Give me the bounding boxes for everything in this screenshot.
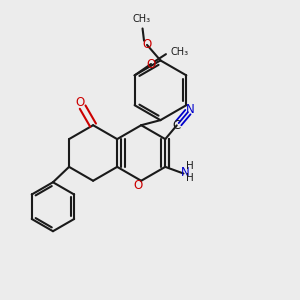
Text: CH₃: CH₃ xyxy=(170,47,188,57)
Text: H: H xyxy=(186,161,194,171)
Text: O: O xyxy=(76,96,85,109)
Text: C: C xyxy=(172,119,181,132)
Text: O: O xyxy=(133,179,142,192)
Text: O: O xyxy=(142,38,152,51)
Text: O: O xyxy=(146,58,156,70)
Text: N: N xyxy=(181,166,189,178)
Text: CH₃: CH₃ xyxy=(133,14,151,24)
Text: N: N xyxy=(186,103,195,116)
Text: H: H xyxy=(186,173,194,183)
